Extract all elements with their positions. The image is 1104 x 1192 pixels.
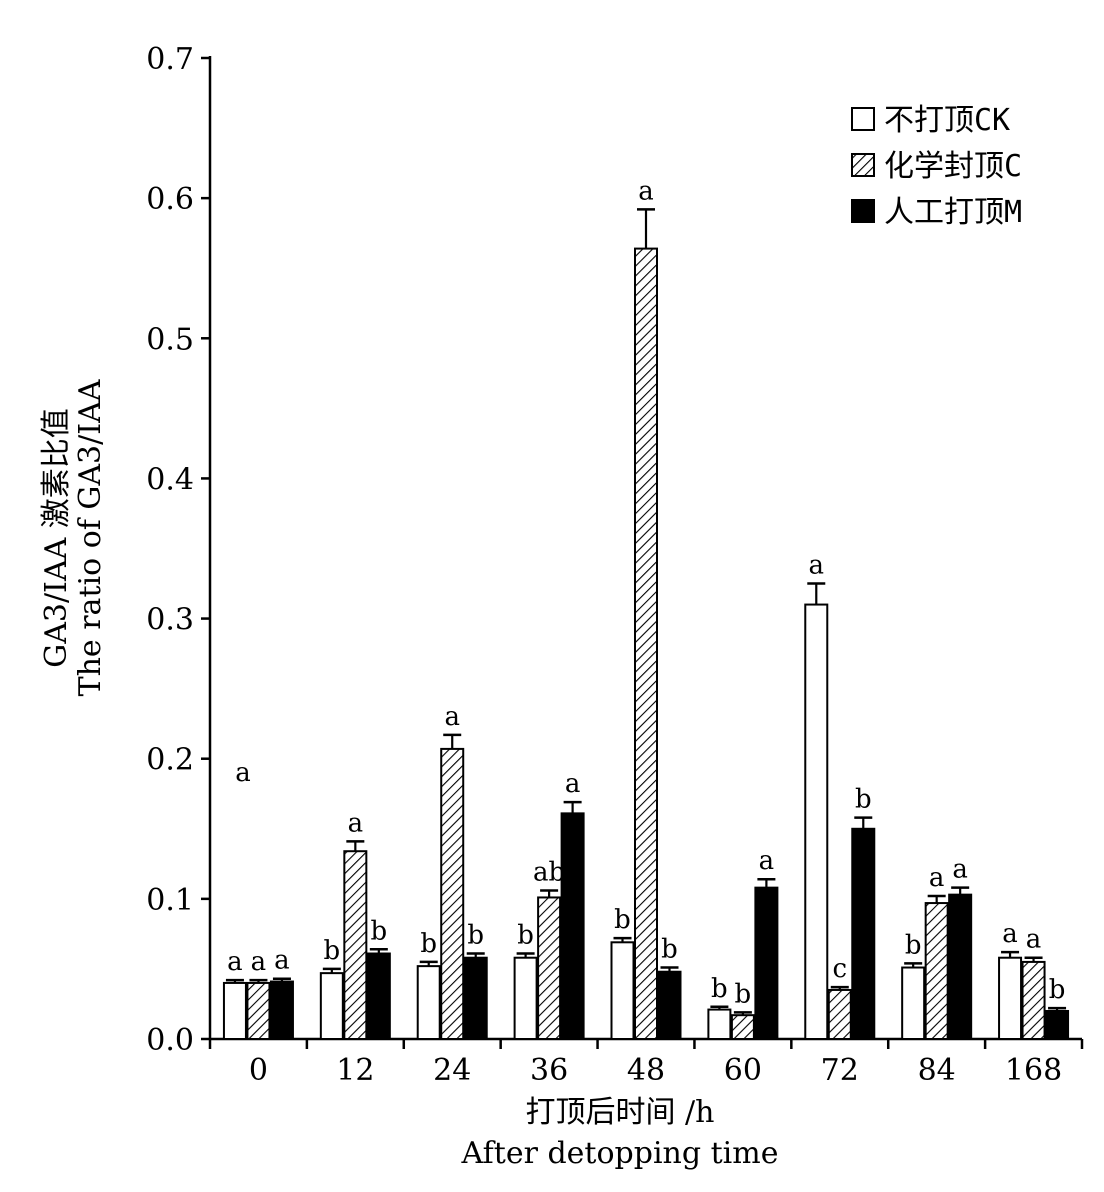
x-tick-label: 60 <box>724 1053 762 1088</box>
significance-letter: b <box>371 916 388 946</box>
significance-letter: b <box>420 929 437 959</box>
bar <box>754 886 779 1040</box>
bar <box>1045 1009 1070 1041</box>
bar <box>366 952 391 1041</box>
y-tick-label: 0.2 <box>146 743 194 778</box>
bar <box>560 812 585 1040</box>
bar <box>246 981 271 1041</box>
stray-annotation: a <box>235 758 251 788</box>
significance-letter: a <box>1002 919 1018 949</box>
x-axis-title-cn: 打顶后时间 /h <box>526 1095 715 1130</box>
significance-letter: a <box>251 947 267 977</box>
significance-letter: b <box>614 905 631 935</box>
bar <box>463 956 488 1041</box>
bar <box>269 980 294 1041</box>
bar <box>513 956 538 1041</box>
x-tick-label: 36 <box>530 1053 568 1088</box>
significance-letter: a <box>348 808 364 838</box>
bar <box>730 1014 755 1041</box>
x-tick-label: 48 <box>627 1053 665 1088</box>
legend-swatch <box>851 107 875 131</box>
significance-letter: a <box>809 551 825 581</box>
x-tick-label: 24 <box>433 1053 471 1088</box>
bar <box>924 902 949 1040</box>
significance-letter: a <box>274 946 290 976</box>
bar <box>610 941 635 1041</box>
y-tick-label: 0.4 <box>146 462 194 497</box>
legend-label: 人工打顶M <box>884 195 1022 230</box>
bar <box>537 896 562 1040</box>
significance-letter: b <box>661 935 678 965</box>
y-tick-label: 0.7 <box>146 42 194 77</box>
bar <box>657 970 682 1041</box>
bar <box>827 988 852 1041</box>
significance-letter: b <box>855 785 872 815</box>
significance-letter: b <box>711 974 728 1004</box>
y-tick-label: 0.1 <box>146 883 194 918</box>
bar <box>948 893 973 1040</box>
significance-letter: ab <box>533 857 565 887</box>
bar <box>851 827 876 1040</box>
significance-letter: a <box>444 702 460 732</box>
bar <box>319 972 344 1041</box>
bar <box>416 965 441 1041</box>
legend: 不打顶CK 化学封顶C 人工打顶M <box>851 103 1022 230</box>
bars <box>222 208 1070 1041</box>
significance-letter: b <box>735 979 752 1009</box>
x-tick-label: 72 <box>821 1053 859 1088</box>
bar <box>1021 960 1046 1041</box>
bar <box>707 1008 732 1041</box>
bar <box>634 247 658 1040</box>
x-tick-label: 0 <box>249 1053 268 1088</box>
significance-letter: a <box>565 769 581 799</box>
significance-letter: a <box>1026 925 1042 955</box>
bar <box>222 981 247 1041</box>
significance-letter: a <box>952 855 968 885</box>
significance-letter: a <box>227 947 243 977</box>
x-tick-label: 84 <box>918 1053 956 1088</box>
significance-letter: a <box>929 863 945 893</box>
x-axis-title-en: After detopping time <box>461 1136 779 1171</box>
legend-swatch <box>851 199 875 223</box>
significance-letter: a <box>638 176 654 206</box>
axes: 0.0 0.1 0.2 0.3 0.4 0.5 0.6 0.7 0 12 24 36 48 60 72 84 1… <box>146 42 1084 1088</box>
significance-letter: b <box>324 936 341 966</box>
bar <box>901 966 926 1041</box>
significance-letter: b <box>467 921 484 951</box>
significance-letter: b <box>905 930 922 960</box>
y-axis-title: GA3/IAA 激素比值 The ratio of GA3/IAA <box>39 379 108 696</box>
y-tick-label: 0.5 <box>146 322 194 357</box>
legend-label: 不打顶CK <box>884 103 1010 138</box>
y-axis-title-cn: GA3/IAA 激素比值 <box>39 408 74 668</box>
significance-letter: c <box>832 954 847 984</box>
significance-letter: b <box>517 921 534 951</box>
bar <box>440 747 465 1040</box>
y-tick-label: 0.3 <box>146 603 194 638</box>
y-tick-label: 0.0 <box>146 1023 194 1058</box>
legend-label: 化学封顶C <box>884 149 1022 184</box>
y-tick-label: 0.6 <box>146 182 194 217</box>
bar <box>343 850 368 1040</box>
legend-swatch <box>851 153 875 177</box>
significance-letter: a <box>759 846 775 876</box>
x-tick-label: 12 <box>336 1053 374 1088</box>
bar <box>804 603 829 1040</box>
y-axis-title-en: The ratio of GA3/IAA <box>73 379 108 696</box>
x-tick-label: 168 <box>1005 1053 1062 1088</box>
bar <box>998 956 1023 1041</box>
significance-letter: b <box>1049 975 1066 1005</box>
